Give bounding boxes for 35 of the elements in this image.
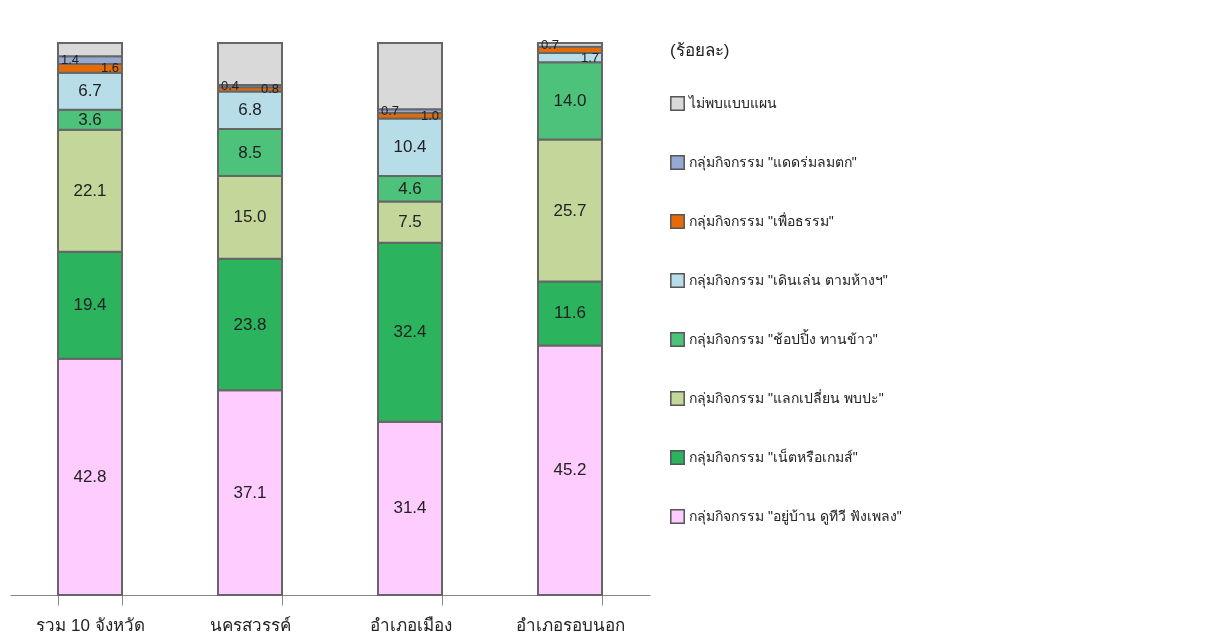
legend-label: กลุ่มกิจกรรม "แลกเปลี่ยน พบปะ" [689, 388, 884, 407]
legend-label: กลุ่มกิจกรรม "อยู่บ้าน ดูทีวี ฟังเพลง" [689, 507, 902, 525]
data-label: 45.2 [553, 460, 587, 480]
legend-title: (ร้อยละ) [670, 41, 730, 60]
data-label: 6.7 [78, 81, 102, 101]
data-label: 3.6 [78, 109, 102, 129]
legend-label: กลุ่มกิจกรรม "เน็ตหรือเกมส์" [689, 447, 858, 466]
data-label: 6.8 [238, 100, 262, 120]
data-label: 25.7 [553, 200, 587, 220]
data-label: 7.5 [398, 212, 422, 232]
legend-label: กลุ่มกิจกรรม "แดดร่มลมตก" [689, 153, 857, 171]
data-label: 23.8 [233, 314, 267, 334]
data-label: 14.0 [553, 90, 587, 110]
legend-label: กลุ่มกิจกรรม "ช้อปปิ้ง ทานข้าว" [689, 328, 878, 348]
data-label: 32.4 [393, 322, 427, 342]
data-label: 42.8 [73, 466, 107, 486]
data-label: 31.4 [393, 498, 427, 518]
legend-label: กลุ่มกิจกรรม "เดินเล่น ตามห้างฯ" [689, 271, 888, 289]
data-label: 8.5 [238, 142, 262, 162]
data-label: 19.4 [73, 295, 107, 315]
data-label: 4.6 [398, 178, 422, 198]
data-label: 22.1 [73, 180, 107, 200]
data-label: 11.6 [554, 303, 586, 323]
legend-label: ไม่พบแบบแผน [688, 94, 777, 111]
data-label: 37.1 [233, 482, 267, 502]
x-tick-label: รวม 10 จังหวัด [36, 615, 145, 635]
x-tick-label: อำเภอรอบนอก [516, 615, 625, 635]
data-label: 1.0 [420, 107, 439, 123]
legend-label: กลุ่มกิจกรรม "เพื่อธรรม" [689, 211, 834, 230]
x-tick-label: นครสวรรค์ [210, 615, 291, 635]
data-label: 1.6 [100, 60, 119, 76]
data-label: 1.7 [580, 49, 599, 65]
data-label: 10.4 [393, 137, 427, 157]
x-tick-label: อำเภอเมือง [369, 615, 452, 635]
data-label: 15.0 [233, 207, 267, 227]
